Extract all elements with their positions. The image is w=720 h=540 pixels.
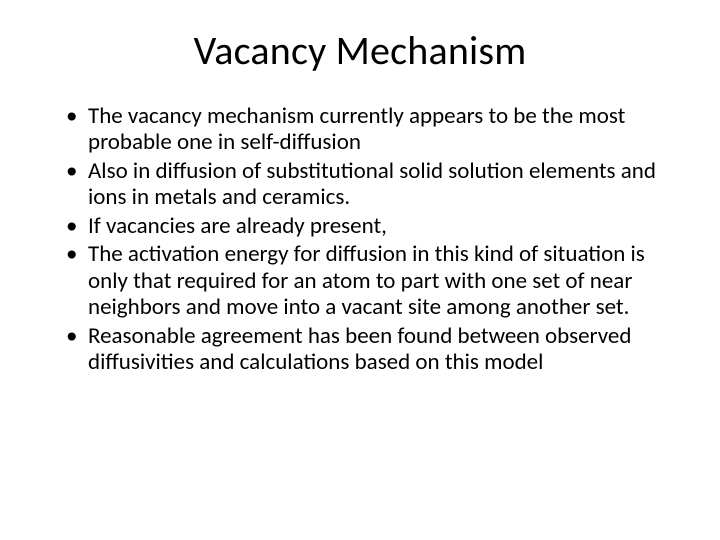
slide-title: Vacancy Mechanism: [48, 26, 672, 75]
list-item: Also in diffusion of substitutional soli…: [66, 158, 672, 211]
bullet-list: The vacancy mechanism currently appears …: [48, 103, 672, 375]
list-item: Reasonable agreement has been found betw…: [66, 323, 672, 376]
list-item: The activation energy for diffusion in t…: [66, 241, 672, 320]
list-item: The vacancy mechanism currently appears …: [66, 103, 672, 156]
list-item: If vacancies are already present,: [66, 213, 672, 239]
slide: Vacancy Mechanism The vacancy mechanism …: [0, 0, 720, 540]
